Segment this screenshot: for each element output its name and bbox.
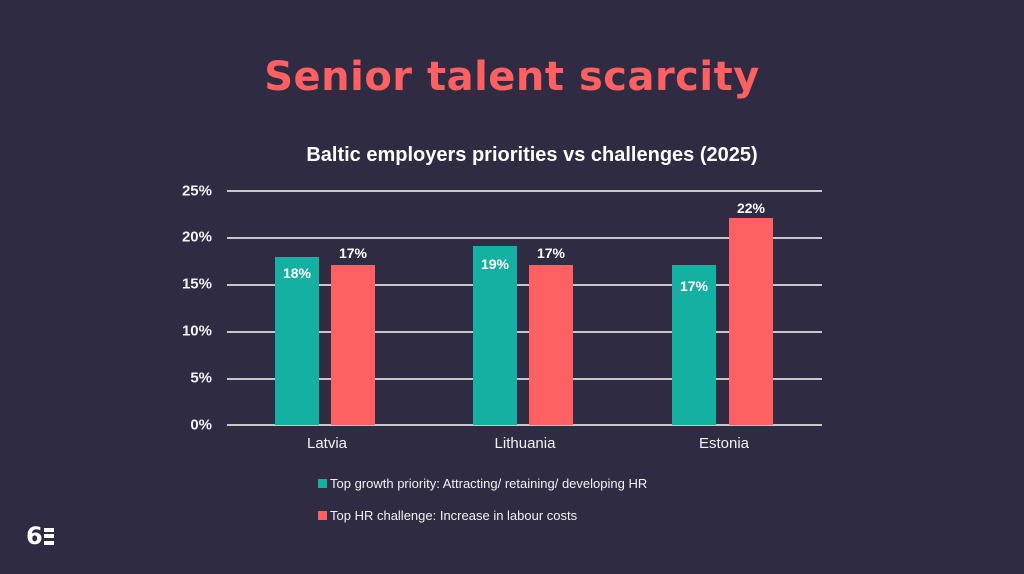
chart-title: Baltic employers priorities vs challenge… (306, 144, 758, 166)
brand-logo: 6 (26, 524, 54, 548)
legend-swatch-teal (318, 479, 327, 488)
x-label-latvia: Latvia (306, 435, 348, 452)
data-label: 19% (480, 256, 510, 272)
gridline (227, 284, 822, 286)
x-label-estonia: Estonia (698, 435, 750, 452)
slide-title: Senior talent scarcity (264, 54, 760, 100)
gridline (227, 190, 822, 192)
legend-item-challenge: Top HR challenge: Increase in labour cos… (318, 506, 647, 525)
bar-estonia-challenge (729, 218, 773, 425)
x-label-lithuania: Lithuania (494, 435, 556, 452)
data-label: 17% (679, 278, 709, 294)
y-tick: 20% (181, 228, 212, 246)
legend-label: Top HR challenge: Increase in labour cos… (330, 508, 578, 523)
gridline (227, 237, 822, 239)
data-label: 18% (282, 265, 312, 281)
bar-estonia-priority (672, 265, 716, 425)
legend-swatch-coral (318, 511, 327, 520)
legend-label: Top growth priority: Attracting/ retaini… (330, 476, 648, 491)
bar-lithuania-priority (473, 246, 517, 425)
three-bars-icon (43, 527, 54, 545)
legend-item-priority: Top growth priority: Attracting/ retaini… (318, 474, 647, 493)
gridline (227, 331, 822, 333)
data-label: 22% (736, 200, 766, 216)
bar-latvia-challenge (331, 265, 375, 425)
y-tick: 10% (181, 322, 212, 340)
y-tick: 15% (181, 275, 212, 293)
x-axis-line (227, 424, 822, 426)
bar-lithuania-challenge (529, 265, 573, 425)
logo-text: 6 (26, 522, 43, 550)
y-tick: 0% (190, 416, 212, 434)
bar-chart: 0% 5% 10% 15% 20% 25% 18% 17% Latvia 19%… (182, 183, 822, 452)
y-tick: 5% (190, 369, 212, 387)
data-label: 17% (536, 245, 566, 261)
y-tick: 25% (181, 182, 212, 200)
chart-legend: Top growth priority: Attracting/ retaini… (318, 474, 647, 538)
bar-latvia-priority (275, 257, 319, 425)
data-label: 17% (338, 245, 368, 261)
gridline (227, 378, 822, 380)
